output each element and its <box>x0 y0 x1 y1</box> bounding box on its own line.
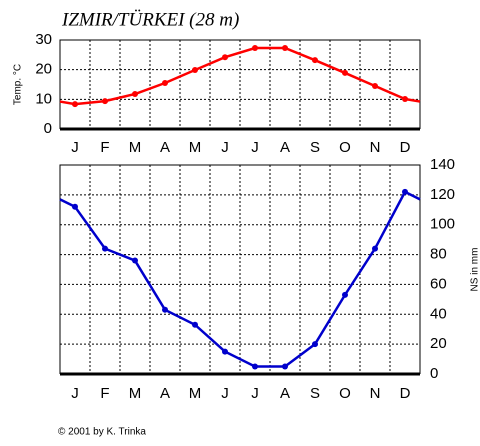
x-tick-label: M <box>129 385 142 402</box>
x-tick-label: J <box>221 139 229 156</box>
data-point <box>102 98 108 105</box>
data-line <box>73 191 407 368</box>
data-point <box>162 306 168 313</box>
data-point <box>192 66 198 73</box>
data-point <box>282 45 288 52</box>
y-axis-label: NS in mm <box>470 248 480 292</box>
x-tick-label: A <box>160 139 170 156</box>
data-point <box>312 341 318 348</box>
data-point <box>282 363 288 370</box>
data-point <box>222 348 228 355</box>
x-tick-label: J <box>251 139 259 156</box>
x-tick-label: J <box>71 385 79 402</box>
x-tick-label: A <box>280 139 290 156</box>
data-point <box>162 80 168 87</box>
plot-frame <box>59 164 421 374</box>
x-tick-label: A <box>280 385 290 402</box>
data-point <box>132 257 138 264</box>
x-tick-label: O <box>339 385 351 402</box>
footer: © 2001 by K. Trinka <box>58 427 146 438</box>
data-point <box>402 188 408 195</box>
x-tick-label: F <box>100 139 109 156</box>
data-point <box>192 321 198 328</box>
y-tick-label: 80 <box>430 246 447 263</box>
data-point <box>222 54 228 61</box>
y-tick-label: 30 <box>35 31 52 48</box>
data-line <box>74 46 406 106</box>
y-tick-label: 100 <box>430 216 455 233</box>
x-tick-label: D <box>400 139 411 156</box>
data-point <box>312 57 318 64</box>
y-tick-label: 0 <box>44 120 52 137</box>
y-tick-label: 10 <box>35 90 52 107</box>
y-tick-label: 20 <box>35 61 52 78</box>
y-axis-label: Temp. °C <box>13 64 24 105</box>
y-tick-label: 120 <box>430 186 455 203</box>
x-tick-label: D <box>400 385 411 402</box>
data-point <box>102 245 108 252</box>
x-tick-label: M <box>189 385 202 402</box>
y-tick-label: 140 <box>430 156 455 173</box>
x-tick-label: N <box>370 385 381 402</box>
data-point <box>72 101 78 108</box>
x-tick-label: F <box>100 385 109 402</box>
y-tick-label: 40 <box>430 305 447 322</box>
x-tick-label: S <box>310 139 320 156</box>
data-point <box>402 96 408 103</box>
x-tick-label: J <box>251 385 259 402</box>
x-tick-label: N <box>370 139 381 156</box>
data-point <box>342 69 348 76</box>
data-point <box>372 82 378 89</box>
x-tick-label: S <box>310 385 320 402</box>
y-tick-label: 20 <box>430 335 447 352</box>
data-point <box>342 291 348 298</box>
data-point <box>72 203 78 210</box>
data-point <box>132 90 138 97</box>
x-tick-label: A <box>160 385 170 402</box>
data-point <box>252 45 258 52</box>
y-tick-label: 60 <box>430 275 447 292</box>
chart-title: IZMIR/TÜRKEI (28 m) <box>61 9 239 30</box>
x-tick-label: M <box>129 139 142 156</box>
y-tick-label: 0 <box>430 365 438 382</box>
x-tick-label: O <box>339 139 351 156</box>
data-point <box>372 245 378 252</box>
data-point <box>252 363 258 370</box>
x-tick-label: M <box>189 139 202 156</box>
x-tick-label: J <box>71 139 79 156</box>
x-tick-label: J <box>221 385 229 402</box>
plot-frame <box>59 39 421 129</box>
